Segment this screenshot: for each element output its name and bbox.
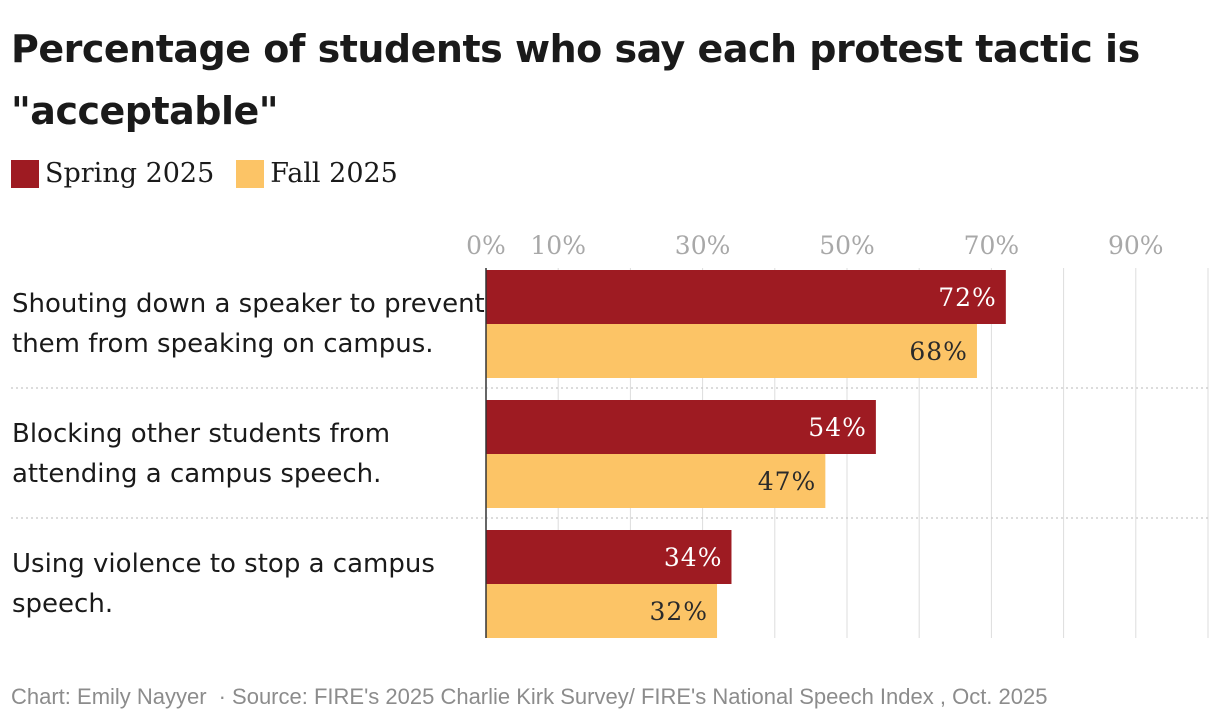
category-label: them from speaking on campus.	[12, 329, 434, 359]
data-label: 72%	[938, 283, 997, 312]
bar-spring	[486, 530, 732, 584]
legend-swatch-fall	[236, 159, 265, 188]
data-label: 54%	[808, 413, 867, 442]
bar-fall	[486, 324, 977, 378]
legend-label-spring: Spring 2025	[45, 158, 215, 189]
legend-swatch-spring	[11, 159, 39, 188]
x-tick-label: 0%	[466, 231, 506, 260]
category-label: attending a campus speech.	[12, 459, 381, 489]
chart-title: Percentage of students who say each prot…	[11, 27, 1140, 133]
category-label: speech.	[12, 589, 113, 619]
data-label: 68%	[909, 337, 968, 366]
x-tick-label: 30%	[675, 231, 731, 260]
chart-source: · Source: FIRE's 2025 Charlie Kirk Surve…	[218, 684, 1048, 709]
bar-spring	[486, 270, 1006, 324]
footer: Chart: Emily Nayyer · Source: FIRE's 2025…	[11, 684, 1059, 710]
legend: Spring 2025 Fall 2025	[11, 158, 420, 189]
category-label: Using violence to stop a campus	[12, 549, 435, 579]
bar-fall	[486, 584, 718, 638]
legend-item-spring: Spring 2025	[11, 158, 214, 189]
data-label: 34%	[664, 543, 723, 572]
data-label: 32%	[649, 597, 708, 626]
chart-credit: Chart: Emily Nayyer	[11, 684, 207, 709]
bar-fall	[486, 454, 826, 508]
x-tick-label: 10%	[530, 231, 586, 260]
category-label: Blocking other students from	[12, 419, 390, 449]
x-tick-label: 70%	[964, 231, 1020, 260]
x-tick-label: 50%	[819, 231, 875, 260]
category-label: Shouting down a speaker to prevent	[12, 289, 485, 319]
x-tick-label: 90%	[1108, 231, 1164, 260]
data-label: 47%	[758, 467, 817, 496]
legend-item-fall: Fall 2025	[236, 158, 398, 189]
legend-label-fall: Fall 2025	[270, 158, 398, 189]
bar-spring	[486, 400, 876, 454]
